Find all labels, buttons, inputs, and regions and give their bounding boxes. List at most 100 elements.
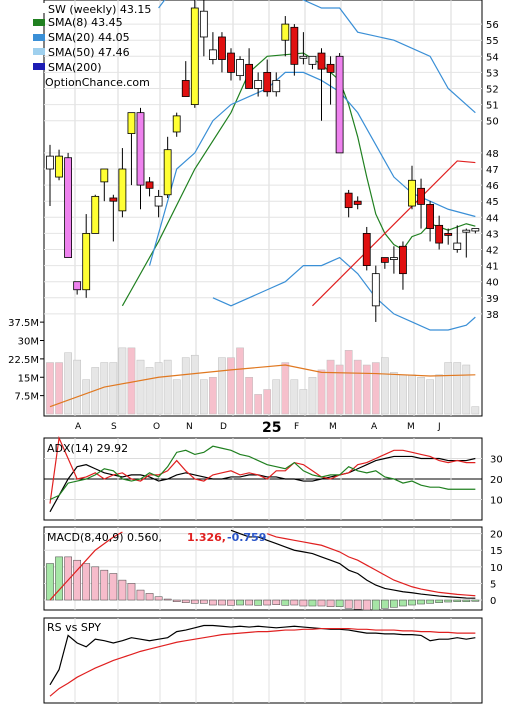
macd-histogram-bar — [82, 563, 91, 601]
macd-histogram-bar — [190, 599, 199, 604]
candle-body — [426, 204, 435, 229]
volume-bar — [190, 354, 199, 415]
series-adx — [49, 455, 476, 513]
macd-histogram-bar — [91, 566, 100, 601]
candle-body — [73, 281, 82, 291]
volume-bar — [145, 367, 154, 415]
macd-histogram-bar — [308, 599, 317, 607]
legend-sma8: SMA(8) 43.45 — [48, 16, 123, 29]
volume-bar — [281, 362, 290, 415]
volume-avg-line — [49, 364, 476, 408]
volume-bar — [335, 364, 344, 415]
macd-histogram — [46, 556, 480, 611]
watermark: OptionChance.com — [45, 76, 150, 89]
line-bollinger-lower — [212, 256, 476, 331]
macd-title: MACD(8,40,9) 0.560, — [47, 531, 162, 544]
candle-body — [453, 242, 462, 250]
price-legend: SW (weekly) 43.15 SMA(8) 43.45 SMA(20) 4… — [33, 3, 151, 89]
volume-bar — [209, 377, 217, 415]
candle-body — [227, 52, 235, 73]
price-tick-label: 54 — [486, 52, 499, 63]
macd-histogram-bar — [408, 599, 416, 606]
macd-histogram-bar — [218, 599, 226, 606]
macd-histogram-bar — [254, 599, 263, 606]
price-tick-label: 44 — [486, 213, 499, 224]
legend-sma50: SMA(50) 47.46 — [48, 46, 130, 59]
volume-bar — [172, 379, 181, 415]
macd-histogram-bar — [444, 599, 453, 603]
volume-average-line — [49, 364, 476, 408]
volume-bars — [46, 347, 480, 415]
price-tick-label: 46 — [486, 181, 499, 192]
x-axis-label: S — [111, 422, 117, 432]
legend-sw: SW (weekly) 43.15 — [48, 3, 151, 16]
volume-bar — [272, 379, 281, 415]
candle-body — [245, 63, 254, 89]
volume-bar — [462, 364, 471, 415]
adx-title: ADX(14) 29.92 — [47, 442, 128, 455]
volume-bar — [390, 372, 398, 415]
macd-histogram-bar — [426, 599, 434, 604]
macd-histogram-bar — [200, 599, 208, 604]
volume-bar — [308, 377, 317, 415]
price-tick-label: 38 — [486, 310, 499, 321]
candle-body — [317, 52, 326, 70]
legend-sma200: SMA(200) — [48, 61, 102, 74]
candlesticks — [46, 0, 480, 322]
macd-histogram-bar — [73, 559, 82, 601]
macd-tick-label: 0 — [490, 596, 496, 607]
macd-histogram-bar — [64, 556, 72, 601]
macd-tick-label: 20 — [490, 530, 503, 541]
macd-histogram-bar — [236, 599, 244, 606]
price-panel-frame — [43, 0, 483, 417]
volume-bar — [109, 362, 118, 415]
volume-tick-label: 37.5M — [8, 318, 39, 329]
macd-histogram-bar — [263, 599, 272, 606]
macd-histogram-bar — [317, 599, 326, 607]
candle-body — [299, 55, 308, 59]
candle-body — [290, 26, 299, 65]
volume-bar — [218, 357, 226, 415]
volume-tick-label: 30M — [18, 337, 39, 348]
macd-histogram-bar — [109, 573, 118, 601]
price-panel: 38 39 40 41 42 43 44 45 46 47 48 50 51 52 53 54 55 56 37.… — [8, 0, 499, 417]
x-axis-label: A — [75, 422, 82, 432]
macd-histogram-bar — [453, 599, 462, 602]
macd-histogram-bar — [335, 599, 344, 607]
volume-bar — [163, 359, 172, 415]
price-tick-label: 42 — [486, 246, 499, 257]
volume-bar — [136, 359, 145, 415]
x-axis-label: O — [153, 422, 160, 432]
volume-bar — [471, 406, 480, 415]
x-axis-label: N — [186, 422, 193, 432]
macd-histogram-bar — [290, 599, 299, 606]
macd-histogram-bar — [118, 579, 127, 601]
volume-bar — [399, 374, 407, 415]
volume-bar — [154, 362, 163, 415]
volume-bar — [408, 374, 416, 415]
volume-bar — [344, 350, 353, 415]
line-sma-8- — [121, 52, 476, 307]
candle-body — [109, 197, 118, 202]
macd-histogram-bar — [172, 599, 181, 602]
price-tick-label: 45 — [486, 197, 499, 208]
series-rs-avg — [49, 627, 476, 697]
price-tick-label: 50 — [486, 117, 499, 128]
macd-panel: 20 15 10 5 0 MACD(8,40,9) 0.560, 1.326, -0.7… — [43, 526, 503, 611]
candle-body — [82, 232, 91, 291]
candle-body — [181, 80, 190, 97]
x-axis-label: F — [294, 422, 299, 432]
series-signal — [49, 531, 123, 601]
rs-title: RS vs SPY — [47, 621, 101, 634]
candle-body — [399, 245, 407, 275]
volume-bar — [127, 347, 136, 415]
macd-histogram-bar — [281, 599, 290, 606]
candle-body — [408, 179, 416, 207]
volume-y-axis: 37.5M 30M 22.5M 15M 7.5M — [8, 318, 44, 403]
macd-histogram-bar — [181, 599, 190, 603]
volume-tick-label: 15M — [18, 373, 39, 384]
x-axis-label: D — [220, 422, 227, 432]
macd-histogram-bar — [227, 599, 235, 606]
macd-histogram-bar — [272, 599, 281, 605]
